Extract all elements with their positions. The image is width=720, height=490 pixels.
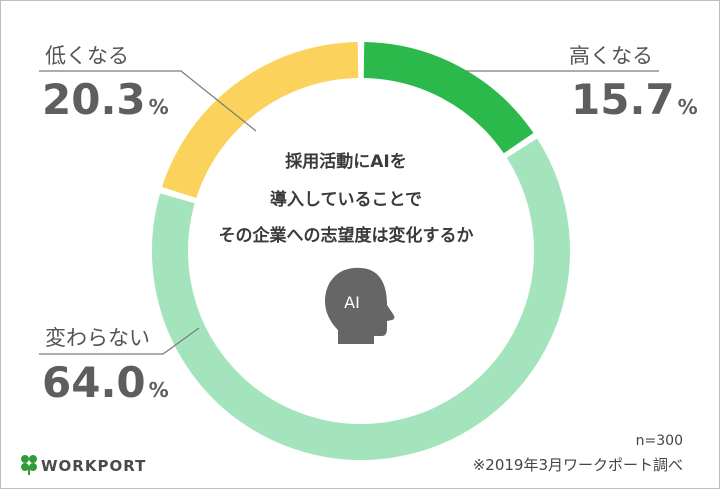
donut-segment-high [363,42,534,154]
value-label-high: 15.7% [571,75,698,124]
value-number-high: 15.7 [571,75,675,124]
workport-logo: WORKPORT [21,455,146,475]
center-line-1: 採用活動にAIを [285,151,406,172]
category-label-low: 低くなる [45,44,129,68]
value-unit-same: % [149,378,169,402]
clover-icon [21,455,37,475]
center-line-2: 導入していることで [270,189,422,210]
donut-segments [152,42,570,460]
value-label-low: 20.3% [42,75,169,124]
leader-line-low [39,70,257,132]
value-unit-high: % [678,95,698,119]
center-line-3: その企業への志望度は変化するか [219,225,474,246]
value-unit-low: % [149,95,169,119]
value-number-same: 64.0 [42,358,146,407]
donut-segment-same [152,138,570,460]
value-label-same: 64.0% [42,358,169,407]
brand-name: WORKPORT [41,457,146,475]
ai-head-label: AI [344,293,360,312]
sample-size-note: n=300 [636,433,683,449]
leader-line-same [39,327,200,355]
category-label-high: 高くなる [569,44,653,68]
category-label-same: 変わらない [45,326,150,350]
leader-lines [39,70,659,355]
donut-segment-low [162,42,359,199]
source-note: ※2019年3月ワークポート調べ [473,456,683,474]
value-number-low: 20.3 [42,75,146,124]
ai-head-icon: AI [325,267,395,344]
